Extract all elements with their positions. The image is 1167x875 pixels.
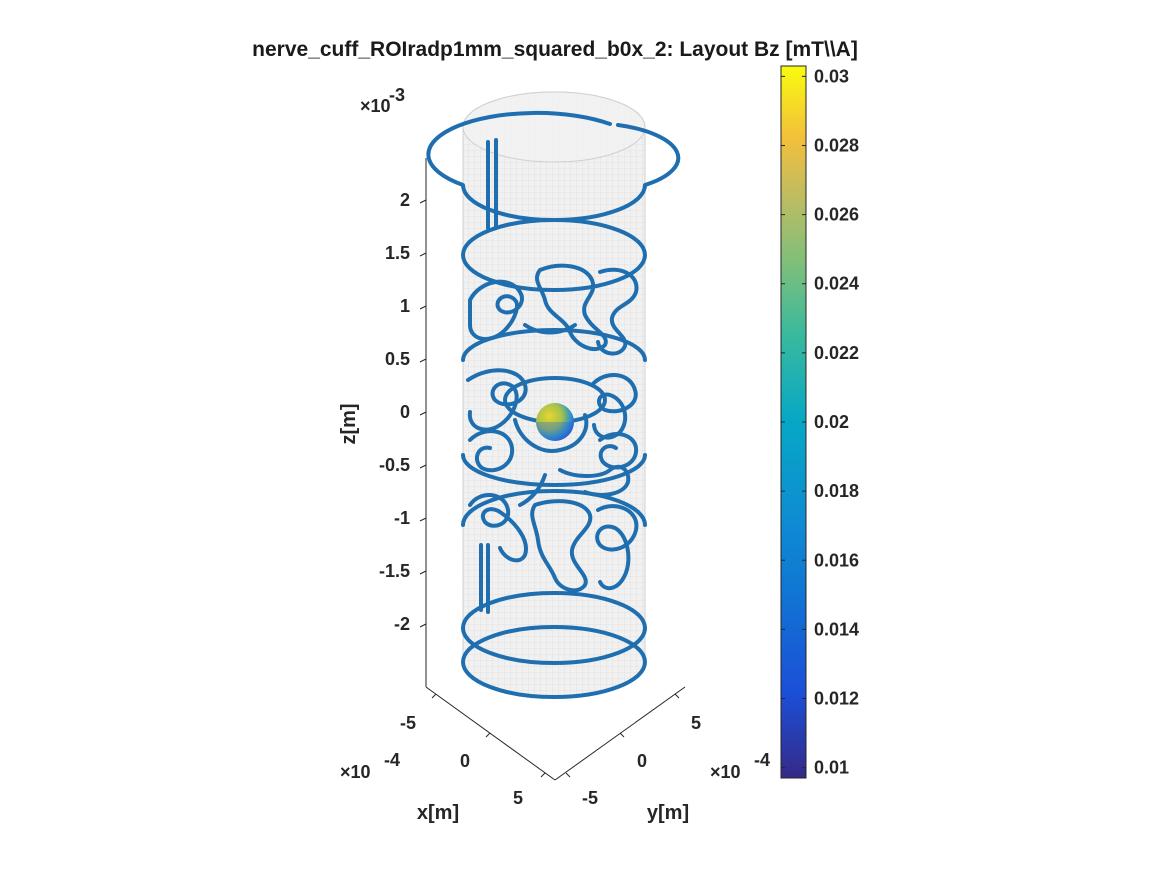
colorbar-tick-label: 0.014 (814, 619, 859, 639)
x-exponent-power: -4 (384, 750, 400, 770)
z-exponent: ×10 -3 (360, 85, 405, 116)
colorbar-tick-label: 0.01 (814, 758, 849, 778)
coil-loop-upper-left (468, 279, 524, 341)
z-tick-mark (419, 411, 427, 416)
coil-ring-mid1 (461, 328, 647, 362)
y-axis-tick-labels: 5 0 -5 (582, 713, 701, 808)
x-tick-label: -5 (400, 713, 416, 733)
colorbar-tick-labels: 0.03 0.028 0.026 0.024 0.022 0.02 0.018 0.016 0.… (814, 66, 859, 777)
coil-ring-mid2 (503, 376, 607, 424)
coil-loop-upper-right (596, 267, 639, 356)
colorbar-tick-label: 0.024 (814, 274, 859, 294)
coil-link-a (523, 323, 577, 335)
coil-loop-lower-right (595, 504, 639, 591)
z-tick-label: 1.5 (385, 243, 410, 263)
x-axis-tick-labels: -5 0 5 (400, 713, 523, 808)
z-tick-mark (419, 252, 427, 257)
coil-loop-mid-left1 (466, 368, 528, 432)
coil-feed-bottom (479, 543, 490, 614)
colorbar: 0.03 0.028 0.026 0.024 0.022 0.02 0.018 0.016 0.… (780, 65, 859, 779)
coil-link-b (518, 473, 547, 507)
z-exponent-power: -3 (389, 85, 405, 105)
z-axis-label: z[m] (338, 403, 360, 444)
colorbar-tick-label: 0.03 (814, 66, 849, 86)
x-axis-label: x[m] (417, 802, 459, 824)
coil-loop-lower-left (468, 493, 528, 563)
coil-loop-lower-mid (530, 499, 593, 593)
y-axis-label: y[m] (647, 802, 689, 824)
z-tick-mark (419, 623, 427, 628)
coil-loop-mid-center (513, 413, 589, 453)
y-exponent-base: ×10 (710, 762, 741, 782)
z-tick-mark (419, 570, 427, 575)
y-axis-ticks (565, 693, 680, 778)
coil-loop-mid-right3 (558, 464, 631, 497)
x-axis-ticks (431, 693, 546, 778)
coil-wire-layout (426, 110, 681, 699)
z-tick-mark (419, 517, 427, 522)
z-tick-label: -1 (394, 508, 410, 528)
roi-sphere (536, 403, 574, 441)
coil-ring-lower (461, 591, 647, 665)
x-exponent-base: ×10 (340, 762, 371, 782)
x-tick-label: 5 (513, 788, 523, 808)
chart-title: nerve_cuff_ROIradp1mm_squared_b0x_2: Lay… (252, 38, 858, 61)
z-axis-tick-marks (419, 199, 427, 628)
coil-ring-bottom (461, 625, 647, 699)
x-tick-label: 0 (460, 751, 470, 771)
colorbar-tick-label: 0.012 (814, 689, 859, 709)
y-tick-label: -5 (582, 788, 598, 808)
y-exponent-power: -4 (754, 750, 770, 770)
x-exponent: ×10 -4 (340, 750, 400, 782)
z-tick-mark (419, 358, 427, 363)
y-exponent: ×10 -4 (710, 750, 770, 782)
z-exponent-base: ×10 (360, 96, 391, 116)
z-tick-label: -0.5 (379, 455, 410, 475)
colorbar-tick-label: 0.026 (814, 205, 859, 225)
colorbar-tick-label: 0.02 (814, 412, 849, 432)
y-tick-label: 5 (691, 713, 701, 733)
z-tick-label: 2 (400, 190, 410, 210)
z-tick-mark (419, 199, 427, 204)
y-tick-label: 0 (637, 751, 647, 771)
z-tick-label: 0.5 (385, 349, 410, 369)
colorbar-tick-label: 0.028 (814, 135, 859, 155)
colorbar-tick-label: 0.022 (814, 343, 859, 363)
z-tick-label: 0 (400, 402, 410, 422)
coil-loop-mid-left2 (468, 429, 515, 473)
coil-ring-mid3 (461, 453, 647, 487)
colorbar-gradient (780, 65, 807, 779)
coil-feed-top (486, 138, 498, 230)
coil-ring-mid4 (461, 489, 647, 527)
z-tick-label: 1 (400, 296, 410, 316)
coil-ring-top (426, 110, 681, 222)
z-tick-label: -2 (394, 614, 410, 634)
colorbar-tick-label: 0.018 (814, 481, 859, 501)
colorbar-tick-marks (781, 75, 806, 769)
z-tick-mark (419, 464, 427, 469)
cylinder-surface (462, 91, 646, 698)
coil-ring-upper (461, 218, 647, 292)
z-tick-mark (419, 305, 427, 310)
z-tick-label: -1.5 (379, 561, 410, 581)
z-axis-tick-labels: 2 1.5 1 0.5 0 -0.5 -1 -1.5 -2 (379, 190, 410, 634)
coil-loop-upper-mid (534, 263, 608, 352)
colorbar-tick-label: 0.016 (814, 550, 859, 570)
